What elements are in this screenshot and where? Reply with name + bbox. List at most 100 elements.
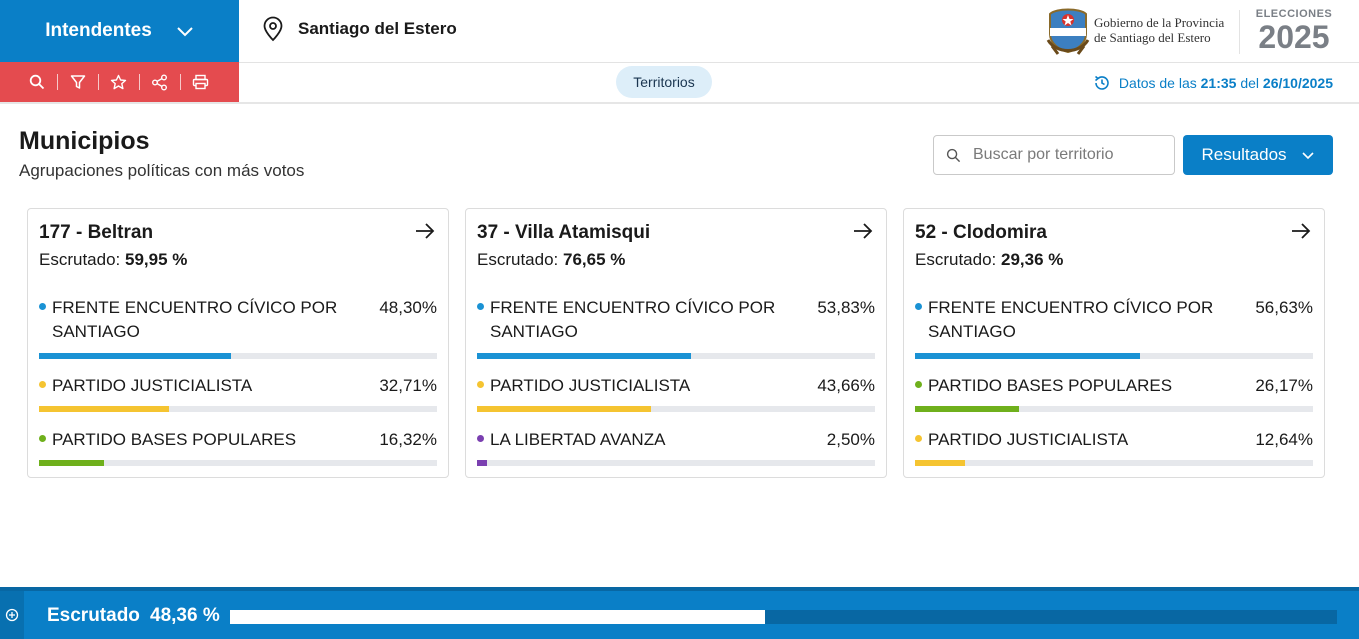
party-bar <box>39 406 437 412</box>
party-percentage: 12,64% <box>1255 430 1313 449</box>
toolbar <box>0 62 239 102</box>
party-bar <box>915 460 1313 466</box>
municipality-card[interactable]: 52 - Clodomira Escrutado: 29,36 % FRENTE… <box>903 208 1325 478</box>
arrow-right-icon[interactable] <box>1290 222 1312 240</box>
party-name: FRENTE ENCUENTRO CÍVICO POR SANTIAGO <box>490 298 776 341</box>
refresh-clock-icon <box>1094 75 1109 90</box>
location: Santiago del Estero <box>260 16 457 42</box>
party-bar <box>915 353 1313 359</box>
party-bar-fill <box>39 353 232 359</box>
party-name: FRENTE ENCUENTRO CÍVICO POR SANTIAGO <box>52 298 338 341</box>
page-subtitle: Agrupaciones políticas con más votos <box>19 161 305 180</box>
party-percentage: 48,30% <box>379 298 437 317</box>
footer-progress-fill <box>230 610 766 624</box>
party-percentage: 56,63% <box>1255 298 1313 317</box>
party-bar-fill <box>39 460 104 466</box>
party-color-dot <box>477 303 484 310</box>
header: Intendentes <box>0 0 1359 104</box>
government-name: Gobierno de la Provincia de Santiago del… <box>1094 15 1225 45</box>
province-shield-icon <box>1046 8 1090 55</box>
footer-expand-button[interactable] <box>0 591 24 639</box>
results-dropdown-button[interactable]: Resultados <box>1183 135 1333 175</box>
share-icon <box>152 74 167 90</box>
party-color-dot <box>477 435 484 442</box>
card-escrutado: Escrutado: 76,65 % <box>477 250 626 269</box>
party-color-dot <box>915 435 922 442</box>
party-percentage: 16,32% <box>379 430 437 449</box>
search-icon <box>29 74 44 90</box>
tab-territorios[interactable]: Territorios <box>616 66 712 98</box>
party-color-dot <box>915 381 922 388</box>
party-bar-fill <box>39 406 170 412</box>
party-percentage: 43,66% <box>817 376 875 395</box>
party-color-dot <box>39 303 46 310</box>
party-bar <box>477 406 875 412</box>
footer-value: 48,36 % <box>150 605 220 626</box>
party-bar-fill <box>477 353 692 359</box>
card-escrutado: Escrutado: 29,36 % <box>915 250 1064 269</box>
party-bar-fill <box>915 460 966 466</box>
arrow-right-icon[interactable] <box>852 222 874 240</box>
favorite-button[interactable] <box>98 62 139 102</box>
filter-button[interactable] <box>57 62 98 102</box>
arrow-right-icon[interactable] <box>414 222 436 240</box>
party-name: PARTIDO JUSTICIALISTA <box>490 376 691 395</box>
party-name: FRENTE ENCUENTRO CÍVICO POR SANTIAGO <box>928 298 1214 341</box>
party-bar <box>39 460 437 466</box>
party-bar <box>39 353 437 359</box>
star-icon <box>110 74 127 89</box>
elections-badge: ELECCIONES 2025 <box>1255 8 1333 55</box>
print-icon <box>192 74 209 90</box>
party-percentage: 2,50% <box>826 430 875 449</box>
party-color-dot <box>915 303 922 310</box>
party-color-dot <box>477 381 484 388</box>
card-escrutado: Escrutado: 59,95 % <box>39 250 188 269</box>
search-input[interactable] <box>973 146 1163 164</box>
party-percentage: 53,83% <box>817 298 875 317</box>
party-color-dot <box>39 435 46 442</box>
card-title: 177 - Beltran <box>39 222 154 243</box>
party-bar-fill <box>915 353 1141 359</box>
footer-label: Escrutado <box>47 605 140 626</box>
party-name: PARTIDO JUSTICIALISTA <box>52 376 253 395</box>
municipality-card[interactable]: 177 - Beltran Escrutado: 59,95 % FRENTE … <box>27 208 449 478</box>
cargo-label: Intendentes <box>45 20 152 41</box>
footer-progress-bar <box>230 610 1337 624</box>
card-title: 52 - Clodomira <box>915 222 1047 243</box>
government-logo: Gobierno de la Provincia de Santiago del… <box>1046 4 1224 56</box>
data-timestamp: Datos de las 21:35 del 26/10/2025 <box>1093 74 1333 92</box>
party-percentage: 32,71% <box>379 376 437 395</box>
header-separator <box>1239 10 1240 54</box>
filter-icon <box>70 75 85 89</box>
location-name: Santiago del Estero <box>298 19 457 38</box>
search-button[interactable] <box>16 62 57 102</box>
header-shadow <box>0 102 1359 104</box>
party-name: PARTIDO JUSTICIALISTA <box>928 430 1129 449</box>
card-title: 37 - Villa Atamisqui <box>477 222 651 243</box>
header-divider <box>239 62 1359 63</box>
municipality-card[interactable]: 37 - Villa Atamisqui Escrutado: 76,65 % … <box>465 208 887 478</box>
party-bar-fill <box>915 406 1020 412</box>
cargo-dropdown[interactable]: Intendentes <box>0 0 239 62</box>
party-percentage: 26,17% <box>1255 376 1313 395</box>
party-name: PARTIDO BASES POPULARES <box>52 430 297 449</box>
party-name: LA LIBERTAD AVANZA <box>490 430 666 449</box>
location-pin-icon <box>263 16 283 42</box>
chevron-down-icon <box>177 27 193 37</box>
page-title: Municipios <box>19 127 150 155</box>
territory-search[interactable] <box>933 135 1175 175</box>
party-bar-fill <box>477 460 487 466</box>
footer-progress: Escrutado 48,36 % <box>0 587 1359 639</box>
party-bar-fill <box>477 406 651 412</box>
party-color-dot <box>39 381 46 388</box>
party-bar <box>477 460 875 466</box>
party-bar <box>477 353 875 359</box>
search-icon <box>946 148 961 162</box>
print-button[interactable] <box>180 62 221 102</box>
results-label: Resultados <box>1201 145 1287 164</box>
party-name: PARTIDO BASES POPULARES <box>928 376 1173 395</box>
chevron-down-icon <box>1301 152 1314 160</box>
share-button[interactable] <box>139 62 180 102</box>
party-bar <box>915 406 1313 412</box>
plus-circle-icon <box>5 608 19 622</box>
